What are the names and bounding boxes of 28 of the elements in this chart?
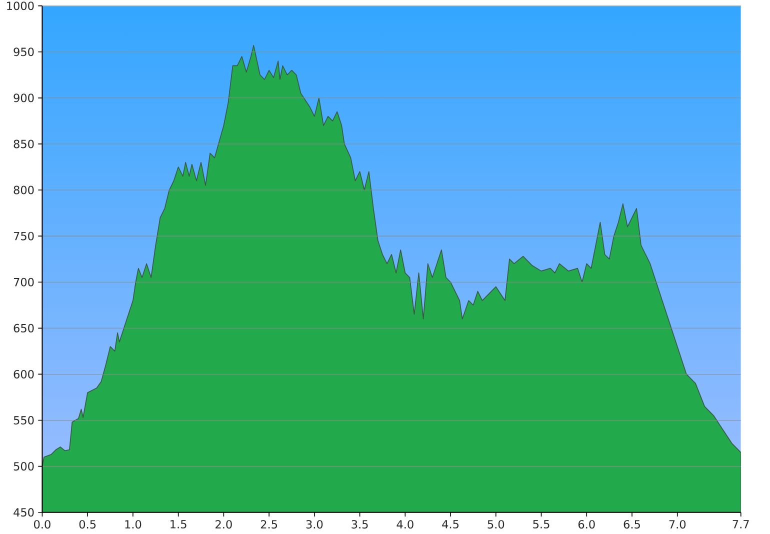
x-tick-label: 7.0 [669,520,686,528]
x-tick-label: 4.5 [442,520,458,528]
y-tick-label: 500 [14,462,34,470]
y-tick-label: 450 [14,508,34,517]
x-tick-label: 1.5 [170,520,186,528]
x-tick-label: 5.5 [533,520,550,528]
x-tick-label: 7.7 [732,520,749,528]
x-tick-label: 2.5 [260,520,278,528]
y-tick-label: 750 [14,232,34,240]
y-tick-label: 550 [14,416,34,424]
x-tick-label: 6.0 [578,520,595,528]
y-tick-label: 600 [14,370,34,378]
x-tick-label: 2.0 [216,520,232,528]
x-tick-label: 1.0 [125,520,142,528]
x-tick-label: 0.5 [79,520,96,528]
x-tick-label: 5.0 [488,520,504,528]
x-tick-label: 4.0 [396,520,414,528]
x-tick-label: 3.5 [352,520,368,528]
y-tick-label: 800 [14,186,34,194]
y-tick-label: 650 [14,324,34,332]
y-tick-label: 700 [14,278,34,286]
y-tick-label: 900 [14,94,34,102]
y-tick-label: 1000 [7,1,34,10]
x-tick-label: 6.5 [624,520,640,528]
x-tick-label: 3.0 [306,520,323,528]
x-tick-label: 0.0 [34,520,50,528]
y-tick-label: 850 [14,140,34,148]
y-tick-label: 950 [14,48,34,56]
